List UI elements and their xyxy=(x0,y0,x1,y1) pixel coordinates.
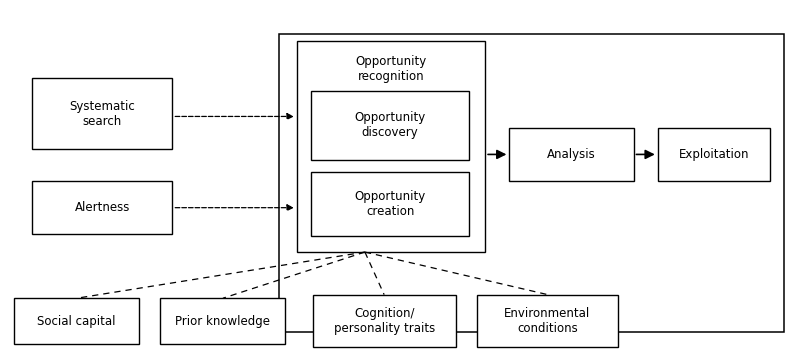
Bar xyxy=(160,298,285,344)
Bar xyxy=(279,34,784,332)
Bar xyxy=(14,298,139,344)
Bar xyxy=(311,172,469,236)
Text: Opportunity
discovery: Opportunity discovery xyxy=(354,111,426,139)
Text: Exploitation: Exploitation xyxy=(678,148,749,161)
Text: Opportunity
creation: Opportunity creation xyxy=(354,190,426,218)
Bar xyxy=(32,181,172,234)
Bar xyxy=(509,128,634,181)
Text: Alertness: Alertness xyxy=(75,201,130,214)
Text: Social capital: Social capital xyxy=(38,315,115,328)
Text: Prior knowledge: Prior knowledge xyxy=(175,315,270,328)
Text: Cognition/
personality traits: Cognition/ personality traits xyxy=(334,307,435,335)
Text: Analysis: Analysis xyxy=(547,148,596,161)
Bar xyxy=(477,295,618,347)
Bar xyxy=(313,295,456,347)
Bar xyxy=(32,78,172,149)
Bar xyxy=(311,91,469,160)
Text: Opportunity
recognition: Opportunity recognition xyxy=(355,55,427,83)
Bar xyxy=(658,128,770,181)
Text: Systematic
search: Systematic search xyxy=(70,100,135,127)
Text: Environmental
conditions: Environmental conditions xyxy=(504,307,590,335)
Bar xyxy=(297,41,485,252)
